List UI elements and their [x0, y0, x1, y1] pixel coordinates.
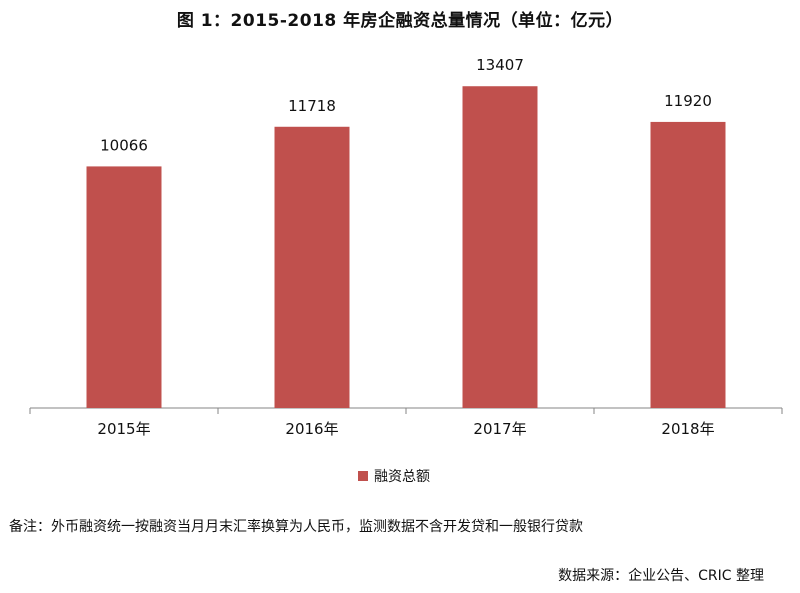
bar — [86, 166, 162, 408]
chart-title: 图 1：2015-2018 年房企融资总量情况（单位：亿元） — [176, 11, 624, 31]
legend-swatch — [358, 471, 368, 481]
data-label: 10066 — [100, 136, 148, 154]
bar — [650, 121, 726, 409]
bar — [462, 86, 538, 409]
legend-label: 融资总额 — [374, 469, 430, 485]
data-label: 13407 — [476, 56, 524, 74]
bar-chart: 10066 2015年 11718 2016年 13407 2017年 11920 2018年… — [29, 56, 783, 485]
data-label: 11718 — [288, 97, 336, 115]
x-tick-label: 2015年 — [97, 420, 150, 438]
x-tick-label: 2016年 — [285, 420, 338, 438]
x-tick-label: 2018年 — [661, 420, 714, 438]
data-source: 数据来源：企业公告、CRIC 整理 — [558, 568, 764, 584]
x-tick-label: 2017年 — [473, 420, 526, 438]
bar — [274, 126, 350, 408]
footnote: 备注：外币融资统一按融资当月月末汇率换算为人民币，监测数据不含开发贷和一般银行贷… — [9, 519, 583, 535]
data-label: 11920 — [664, 92, 712, 110]
